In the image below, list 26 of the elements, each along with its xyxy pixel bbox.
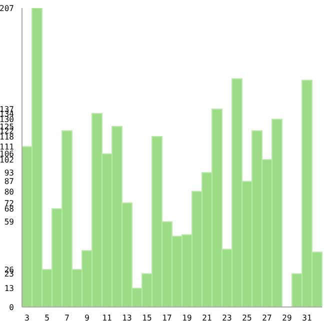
x-tick-label: 25 <box>242 314 252 321</box>
x-tick-label: 13 <box>122 314 132 321</box>
x-tick-label: 17 <box>162 314 172 321</box>
x-tick-label: 31 <box>302 314 312 321</box>
y-tick-label: 68 <box>4 204 14 214</box>
y-tick-label: 0 <box>9 302 14 312</box>
x-tick-label: 15 <box>142 314 152 321</box>
x-tick-label: 9 <box>84 314 90 321</box>
x-tick-label: 29 <box>282 314 292 321</box>
x-tick-label: 19 <box>182 314 192 321</box>
y-tick-label: 118 <box>0 132 14 142</box>
x-tick-label: 7 <box>64 314 70 321</box>
x-tick-label: 3 <box>24 314 30 321</box>
x-tick-label: 21 <box>202 314 212 321</box>
x-tick-label: 27 <box>262 314 272 321</box>
y-tick-label: 13 <box>4 284 14 294</box>
y-tick-label: 102 <box>0 156 14 165</box>
x-tick-label: 23 <box>222 314 232 321</box>
y-tick-label: 87 <box>4 177 14 186</box>
x-tick-label: 11 <box>102 314 112 321</box>
y-tick-label: 59 <box>4 218 14 227</box>
y-tick-label: 93 <box>4 168 14 178</box>
y-tick-label: 80 <box>4 187 14 196</box>
y-tick-label: 207 <box>0 4 14 13</box>
y-tick-label: 111 <box>0 142 14 152</box>
x-tick-label: 5 <box>44 314 50 321</box>
